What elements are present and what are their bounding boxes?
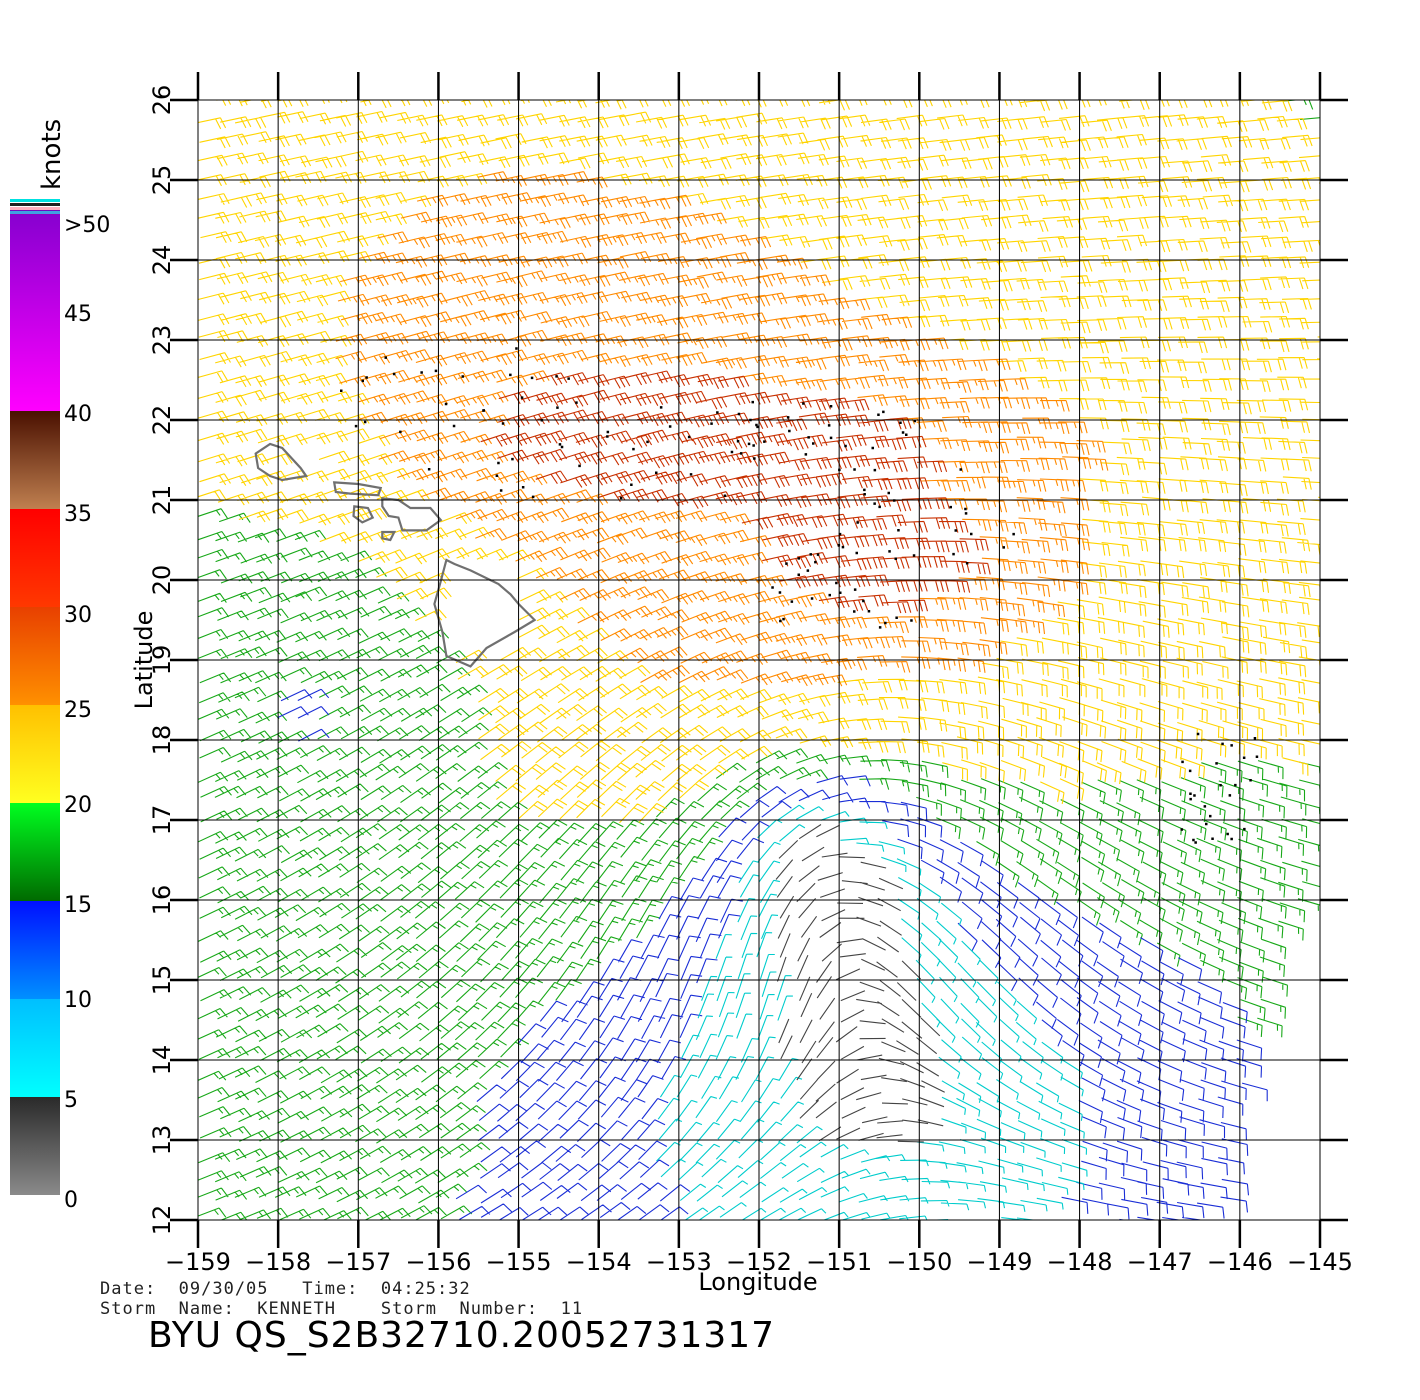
y-axis-label: Latitude <box>130 611 158 710</box>
colorbar-segment <box>10 901 60 999</box>
x-tick-label: −153 <box>646 1248 712 1276</box>
x-tick-label: −152 <box>726 1248 792 1276</box>
x-tick-label: −145 <box>1287 1248 1353 1276</box>
colorbar-label: >50 <box>64 213 110 238</box>
colorbar-cap-stripe <box>10 199 60 202</box>
wind-barb-group <box>198 100 1320 824</box>
x-axis-label: Longitude <box>698 1268 817 1296</box>
colorbar-cap-stripe <box>10 203 60 206</box>
colorbar-segment <box>10 607 60 705</box>
x-tick-label: −146 <box>1207 1248 1273 1276</box>
island-coastline <box>433 558 537 668</box>
colorbar-label: 15 <box>64 893 92 918</box>
colorbar-label: 10 <box>64 988 92 1013</box>
product-title: BYU QS_S2B32710.20052731317 <box>148 1315 776 1356</box>
island-coastline <box>381 530 397 542</box>
wind-barb-group <box>656 804 1088 1220</box>
y-tick-label: 19 <box>148 645 176 676</box>
island-coastline <box>381 497 443 532</box>
colorbar-cap-stripe <box>10 207 60 210</box>
x-tick-label: −159 <box>165 1248 231 1276</box>
y-tick-label: 21 <box>148 485 176 516</box>
colorbar-label: 30 <box>64 603 92 628</box>
grid: −159 −158 −157 −156 −155 −154 −153 −152 −151 −150… <box>148 72 1353 1276</box>
colorbar-label: 45 <box>64 302 92 327</box>
x-tick-label: −149 <box>966 1248 1032 1276</box>
x-tick-label: −154 <box>566 1248 632 1276</box>
colorbar-segment <box>10 803 60 901</box>
wind-barb-group <box>775 824 945 1143</box>
x-tick-label: −151 <box>806 1248 872 1276</box>
y-tick-label: 14 <box>148 1045 176 1076</box>
colorbar-label: 25 <box>64 698 92 723</box>
colorbar-segment <box>10 509 60 607</box>
y-tick-label: 25 <box>148 165 176 196</box>
island-coastline <box>352 505 375 524</box>
x-tick-label: −155 <box>486 1248 552 1276</box>
y-tick-label: 15 <box>148 965 176 996</box>
colorbar-label: 0 <box>64 1188 78 1213</box>
y-tick-label: 17 <box>148 805 176 836</box>
colorbar-label: 35 <box>64 502 92 527</box>
colorbar-label: 20 <box>64 793 92 818</box>
colorbar-cap-stripe <box>10 211 60 214</box>
colorbar-unit-label: knots <box>37 119 67 190</box>
colorbar-segment <box>10 411 60 509</box>
y-tick-label: 20 <box>148 565 176 596</box>
colorbar-segment <box>10 215 60 411</box>
wind-barb-group <box>335 171 1109 687</box>
colorbar-label: 40 <box>64 402 92 427</box>
y-tick-label: 12 <box>148 1205 176 1236</box>
x-tick-label: −148 <box>1047 1248 1113 1276</box>
y-tick-label: 22 <box>148 405 176 436</box>
y-tick-label: 16 <box>148 885 176 916</box>
x-tick-label: −157 <box>325 1248 391 1276</box>
wind-barbs <box>198 100 1320 1220</box>
y-tick-label: 24 <box>148 245 176 276</box>
colorbar-segment <box>10 999 60 1097</box>
wind-barb-group <box>277 688 1268 1220</box>
colorbar-segment <box>10 705 60 803</box>
date-time-line: Date: 09/30/05 Time: 04:25:32 <box>100 1279 471 1299</box>
y-tick-label: 26 <box>148 85 176 116</box>
island-coastline <box>254 442 309 482</box>
y-tick-label: 23 <box>148 325 176 356</box>
colorbar: >50 45 40 35 30 25 20 15 10 5 0 <box>10 199 110 1213</box>
y-tick-label: 13 <box>148 1125 176 1156</box>
x-tick-label: −147 <box>1127 1248 1193 1276</box>
colorbar-label: 5 <box>64 1088 78 1113</box>
wind-barb-group <box>198 100 1320 1220</box>
y-tick-label: 18 <box>148 725 176 756</box>
x-tick-label: −156 <box>405 1248 471 1276</box>
x-tick-label: −150 <box>886 1248 952 1276</box>
storm-info-line: Storm Name: KENNETH Storm Number: 11 <box>100 1299 584 1319</box>
colorbar-segment <box>10 1097 60 1195</box>
island-coastline <box>332 481 383 497</box>
x-tick-label: −158 <box>245 1248 311 1276</box>
